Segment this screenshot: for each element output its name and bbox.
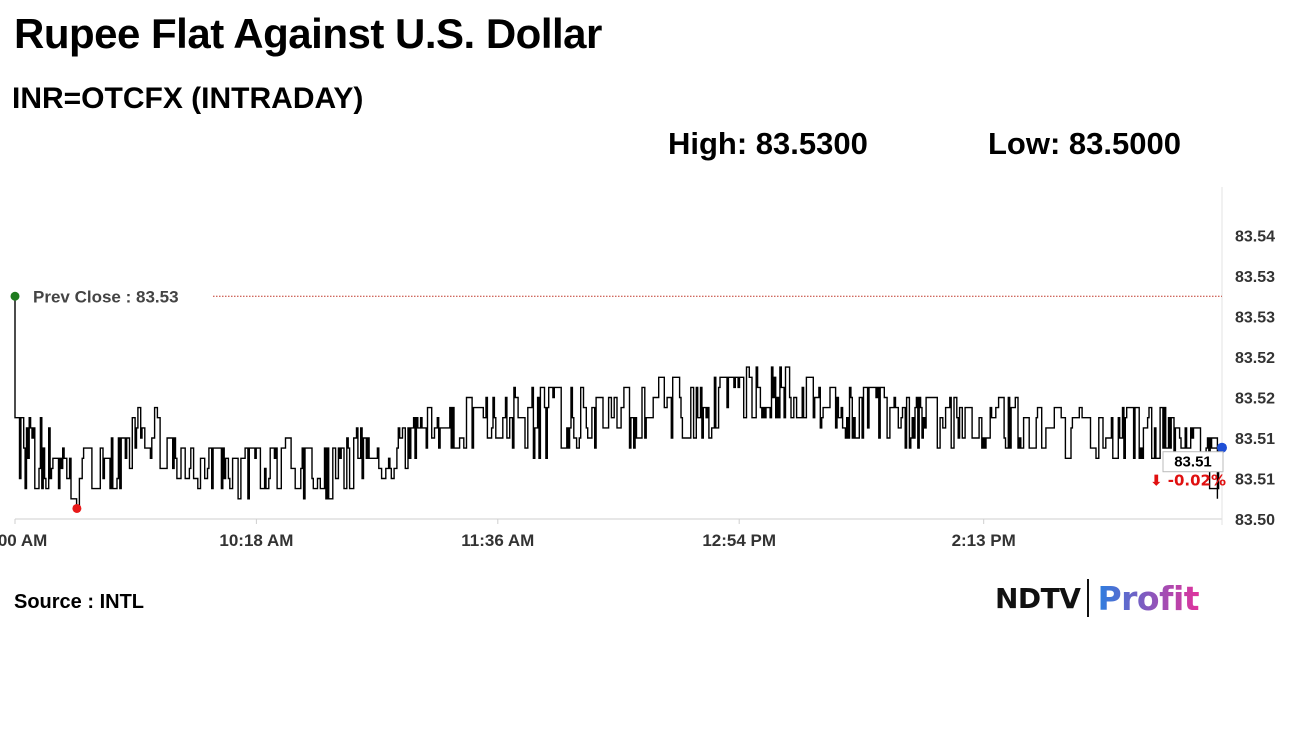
price-line (14, 296, 1222, 510)
prev-close-label: Prev Close : 83.53 (33, 287, 179, 306)
last-point-marker (1217, 442, 1227, 453)
logo-ndtv-text: NDTV (995, 581, 1081, 615)
chart-subtitle: INR=OTCFX (INTRADAY) (12, 82, 364, 115)
low-point-marker (72, 503, 82, 513)
x-tick-label: 11:36 AM (461, 531, 534, 550)
ndtv-profit-logo: NDTV Profit (995, 576, 1200, 620)
change-percent-label: ⬇ -0.02% (1150, 472, 1226, 490)
y-tick-label: 83.53 (1235, 310, 1275, 327)
x-tick-label: 2:13 PM (952, 531, 1016, 550)
y-tick-label: 83.51 (1235, 431, 1275, 448)
x-tick-label: 10:18 AM (219, 531, 293, 550)
prev-close-marker (10, 291, 20, 301)
low-value: Low: 83.5000 (988, 126, 1181, 161)
y-tick-label: 83.53 (1235, 269, 1275, 286)
y-tick-label: 83.50 (1235, 512, 1275, 529)
logo-profit-text: Profit (1097, 578, 1200, 618)
source-note: Source : INTL (14, 591, 145, 613)
y-tick-label: 83.52 (1235, 350, 1275, 367)
last-value-box (1162, 451, 1224, 473)
last-value-label: 83.51 (1174, 454, 1212, 471)
x-tick-label: 9:00 AM (0, 531, 47, 550)
y-tick-label: 83.52 (1235, 391, 1275, 408)
chart-title: Rupee Flat Against U.S. Dollar (14, 10, 602, 57)
y-tick-label: 83.54 (1235, 229, 1275, 246)
y-tick-label: 83.51 (1235, 472, 1275, 489)
x-tick-label: 12:54 PM (702, 531, 776, 550)
logo-divider (1087, 579, 1090, 617)
high-value: High: 83.5300 (668, 126, 868, 161)
